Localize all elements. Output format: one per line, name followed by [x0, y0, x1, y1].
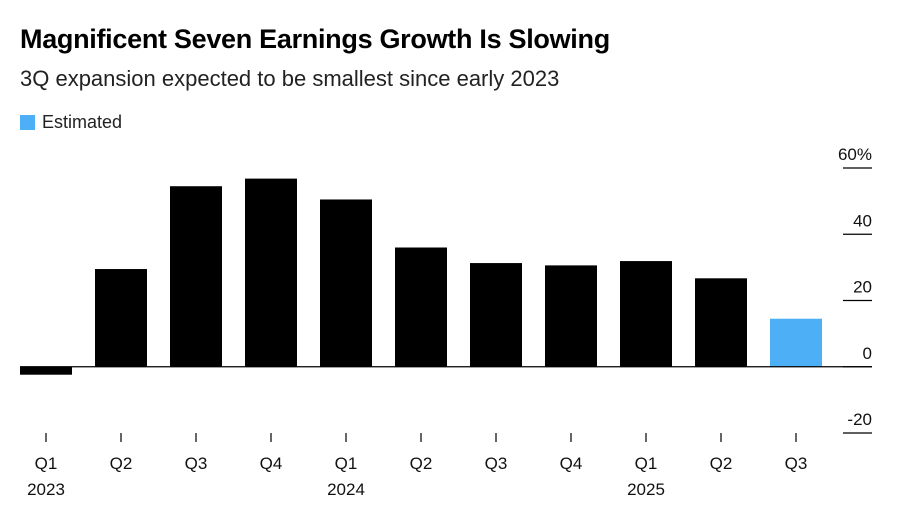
y-axis: 60% 40 20 0 -20: [838, 145, 872, 434]
bar: [545, 265, 597, 367]
y-tick-label: 40: [853, 211, 872, 230]
x-tick-label: Q1: [335, 454, 358, 473]
bar: [620, 261, 672, 367]
x-tick-label: Q3: [485, 454, 508, 473]
x-tick-label: Q4: [260, 454, 283, 473]
legend-label-estimated: Estimated: [42, 112, 123, 132]
x-year-label: 2025: [627, 480, 665, 499]
y-tick-label: 20: [853, 278, 872, 297]
x-tick-label: Q1: [35, 454, 58, 473]
x-tick-label: Q2: [410, 454, 433, 473]
bar: [695, 278, 747, 367]
bar: [470, 263, 522, 367]
x-year-label: 2024: [327, 480, 365, 499]
x-tick-label: Q2: [110, 454, 133, 473]
y-tick-label: 0: [863, 344, 872, 363]
bar: [95, 269, 147, 367]
x-year-label: 2023: [27, 480, 65, 499]
bar: [770, 318, 822, 367]
y-tick-label: 60%: [838, 145, 872, 164]
legend: Estimated: [20, 112, 122, 133]
bar: [320, 199, 372, 367]
bar: [20, 366, 72, 375]
chart-title: Magnificent Seven Earnings Growth Is Slo…: [20, 24, 610, 54]
bars: [20, 178, 822, 375]
x-tick-label: Q2: [710, 454, 733, 473]
x-tick-label: Q3: [185, 454, 208, 473]
x-axis: Q1 Q2 Q3 Q4 Q1 Q2 Q3 Q4 Q1 Q2 Q3 2023 2024 2025: [27, 433, 807, 499]
y-tick-label: -20: [847, 410, 872, 429]
bar: [395, 247, 447, 367]
legend-swatch-estimated: [20, 115, 35, 130]
chart-subtitle: 3Q expansion expected to be smallest sin…: [20, 66, 560, 91]
x-tick-label: Q3: [785, 454, 808, 473]
bar: [245, 178, 297, 367]
x-tick-label: Q1: [635, 454, 658, 473]
x-tick-label: Q4: [560, 454, 583, 473]
bar: [170, 186, 222, 367]
